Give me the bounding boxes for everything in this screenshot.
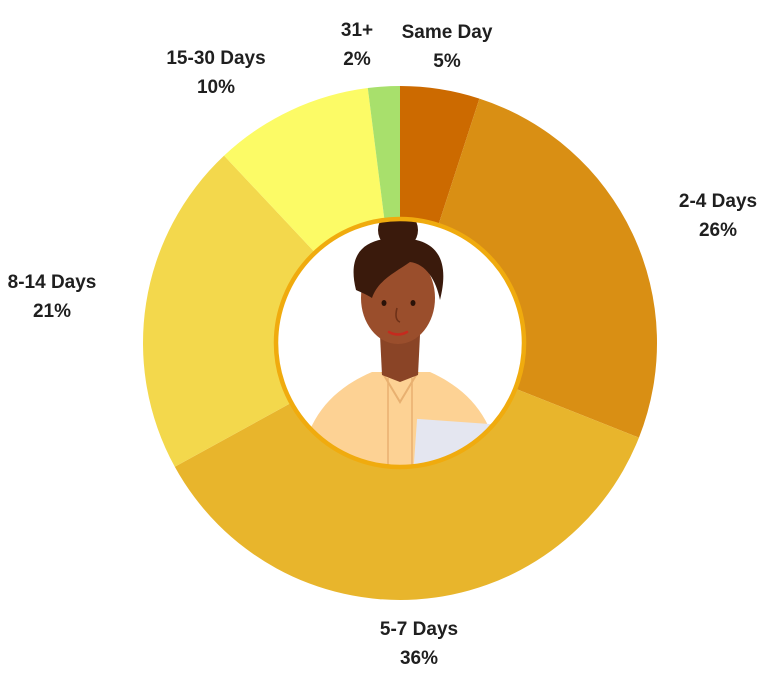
value-label: 36% (399, 648, 439, 669)
slice-31 (367, 86, 400, 220)
slice-label-31-plus: 31+ 2% (341, 16, 373, 74)
avatar-ring (273, 216, 527, 470)
donut-slices (143, 86, 658, 600)
value-label: 2% (343, 49, 371, 70)
category-label: 2-4 Days (678, 191, 758, 212)
slice-label-15-30-days: 15-30 Days 10% (166, 44, 265, 102)
value-label: 21% (32, 301, 72, 322)
category-label: 5-7 Days (379, 619, 459, 640)
value-label: 26% (698, 220, 738, 241)
slice-label-5-7-days: 5-7 Days 36% (380, 615, 458, 673)
slice-same-day (400, 86, 480, 226)
slice-label-2-4-days: 2-4 Days 26% (679, 187, 757, 245)
slice-5-7-days (174, 388, 639, 600)
category-label: 8-14 Days (7, 272, 97, 293)
slice-8-14-days (143, 155, 316, 467)
category-label: 31+ (340, 20, 374, 41)
avatar-hair (353, 238, 444, 300)
category-label: 15-30 Days (166, 48, 266, 69)
slice-15-30-days (224, 88, 385, 253)
category-label: Same Day (401, 22, 493, 43)
slice-label-8-14-days: 8-14 Days 21% (8, 268, 97, 326)
center-avatar (273, 216, 527, 470)
value-label: 10% (196, 77, 236, 98)
slice-label-same-day: Same Day 5% (402, 18, 493, 76)
slice-2-4-days (438, 98, 658, 438)
value-label: 5% (433, 51, 461, 72)
